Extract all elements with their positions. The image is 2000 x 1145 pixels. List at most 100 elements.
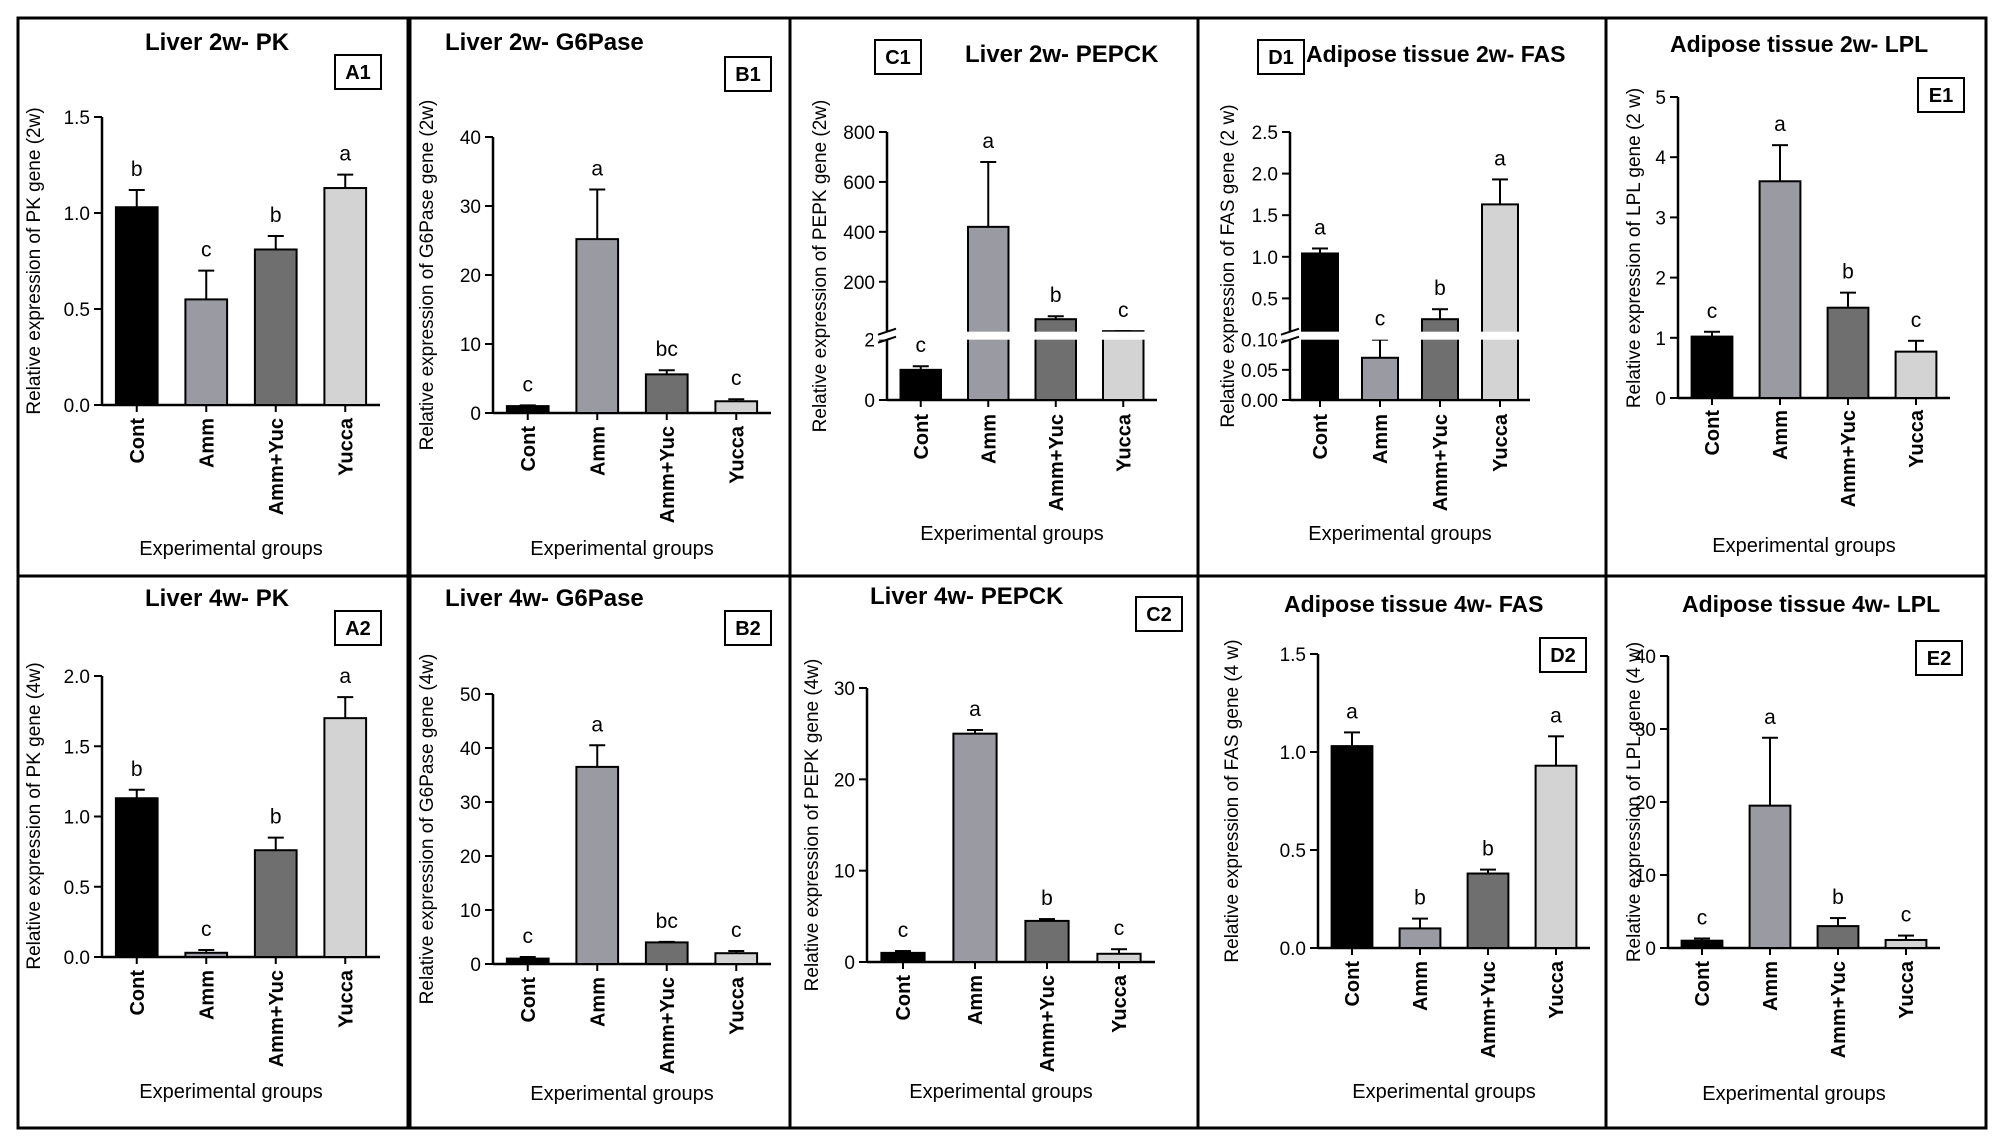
y-tick-label: 1.0 — [64, 204, 90, 225]
panel-title: Liver 2w- G6Pase — [445, 29, 644, 56]
y-axis-label: Relative expression of FAS gene (2 w) — [1218, 104, 1239, 427]
y-tick-label: 1 — [1655, 329, 1666, 350]
panel-label-text: E1 — [1929, 85, 1953, 107]
significance-letter: b — [1414, 887, 1426, 910]
x-tick-label: Cont — [893, 975, 915, 1021]
significance-letter: c — [201, 918, 212, 941]
x-tick-label: Cont — [1702, 410, 1724, 456]
y-tick-label: 50 — [460, 685, 481, 706]
x-tick-label: Amm — [587, 977, 609, 1027]
y-tick-label: 40 — [460, 128, 481, 149]
panel-label-text: D1 — [1268, 47, 1294, 69]
panel-e1: Adipose tissue 2w- LPL E1 Relative express… — [1604, 16, 1988, 578]
axis-break-band — [873, 331, 1157, 340]
significance-letter: c — [523, 373, 534, 396]
y-tick-label: 0.0 — [64, 948, 90, 969]
axis-break-mark — [877, 327, 897, 336]
y-axis-label: Relative expression of G6Pase gene (4w) — [417, 654, 438, 1005]
panel-frame — [1604, 574, 1988, 1130]
y-axis-label: Relative expression of FAS gene (4 w) — [1222, 639, 1243, 962]
bar-amm-yuc — [253, 248, 298, 406]
panel-a2: Liver 4w- PK A2 Relative expression of PK … — [16, 574, 412, 1130]
axis-break-mark — [1280, 327, 1300, 336]
x-tick-label: Yucca — [1490, 413, 1512, 472]
panel-label: C2 — [1135, 596, 1183, 632]
panel-title: Adipose tissue 4w- FAS — [1284, 591, 1543, 617]
y-tick-label: 0.5 — [64, 878, 90, 899]
bar-yucca — [714, 400, 759, 414]
axis-break-mark — [1280, 335, 1300, 344]
axis-break-mark — [877, 335, 897, 344]
panel-label-box — [1917, 77, 1965, 113]
bar-yucca — [1481, 203, 1519, 401]
significance-letter: c — [731, 367, 742, 390]
significance-letter: bc — [656, 910, 678, 933]
x-tick-label: Amm — [196, 418, 218, 468]
bar-amm — [1748, 804, 1792, 950]
x-tick-label: Cont — [518, 426, 540, 472]
x-tick-label: Amm — [978, 414, 1000, 464]
bar-amm — [184, 951, 229, 958]
y-tick-label: 0 — [1655, 389, 1666, 410]
x-axis-label: Experimental groups — [909, 1081, 1092, 1103]
bar-cont — [1330, 745, 1374, 949]
significance-letter: b — [1434, 277, 1446, 300]
significance-letter: c — [916, 334, 927, 357]
panel-title: Liver 4w- G6Pase — [445, 585, 644, 612]
panel-label-box — [1915, 640, 1963, 676]
significance-letter: a — [591, 713, 603, 736]
significance-letter: c — [1114, 917, 1125, 940]
y-axis-label: Relative expression of PEPK gene (4w) — [802, 659, 823, 992]
x-tick-label: Yucca — [335, 417, 357, 476]
y-tick-label: 1.0 — [1252, 248, 1278, 269]
bar-amm-yuc — [253, 849, 298, 958]
significance-letter: c — [731, 919, 742, 942]
x-tick-label: Amm+Yuc — [1430, 414, 1452, 511]
x-tick-label: Amm+Yuc — [266, 418, 288, 515]
significance-letter: a — [339, 143, 351, 166]
panel-frame — [16, 574, 412, 1130]
y-tick-label: 5 — [1655, 88, 1666, 109]
panel-label-box — [334, 54, 382, 90]
y-tick-label: 0.10 — [1241, 331, 1278, 352]
y-tick-label: 0 — [844, 953, 855, 974]
bar-cont — [114, 797, 159, 958]
bar-amm-yuc — [1024, 919, 1070, 964]
y-tick-label: 10 — [834, 862, 855, 883]
panel-label-box — [1539, 637, 1587, 673]
x-axis-label: Experimental groups — [1702, 1083, 1885, 1105]
significance-letter: c — [523, 925, 534, 948]
panel-title: Adipose tissue 4w- LPL — [1682, 591, 1940, 617]
x-tick-label: Amm+Yuc — [657, 977, 679, 1074]
panel-label: E2 — [1915, 640, 1963, 676]
panel-title: Liver 2w- PK — [145, 29, 290, 56]
x-tick-label: Cont — [1692, 961, 1714, 1007]
x-tick-label: Cont — [518, 977, 540, 1023]
x-tick-label: Amm — [196, 970, 218, 1020]
panel-a1: Liver 2w- PK A1 Relative expression of PK … — [16, 16, 412, 578]
panel-label-text: D2 — [1550, 645, 1576, 667]
x-axis-label: Experimental groups — [1712, 535, 1895, 557]
y-tick-label: 0 — [470, 404, 481, 425]
y-tick-label: 0.5 — [64, 300, 90, 321]
x-axis-label: Experimental groups — [1352, 1081, 1535, 1103]
x-axis-label: Experimental groups — [530, 538, 713, 560]
y-tick-label: 1.5 — [64, 737, 90, 758]
y-tick-label: 1.5 — [1280, 645, 1306, 666]
y-tick-label: 0.5 — [1252, 289, 1278, 310]
x-tick-label: Amm — [587, 426, 609, 476]
significance-letter: a — [982, 130, 994, 153]
panel-label-box — [1135, 596, 1183, 632]
panels: Liver 2w- PK A1 Relative expression of PK … — [16, 16, 1988, 1130]
y-tick-label: 600 — [843, 173, 875, 194]
y-tick-label: 0.05 — [1241, 361, 1278, 382]
y-tick-label: 0 — [864, 391, 875, 412]
panel-label-text: B1 — [735, 64, 761, 86]
x-tick-label: Amm — [1760, 961, 1782, 1011]
significance-letter: b — [131, 158, 143, 181]
panel-label-text: C2 — [1146, 604, 1172, 626]
significance-letter: a — [1764, 706, 1776, 729]
y-tick-label: 2 — [864, 331, 875, 352]
significance-letter: a — [1346, 700, 1358, 723]
